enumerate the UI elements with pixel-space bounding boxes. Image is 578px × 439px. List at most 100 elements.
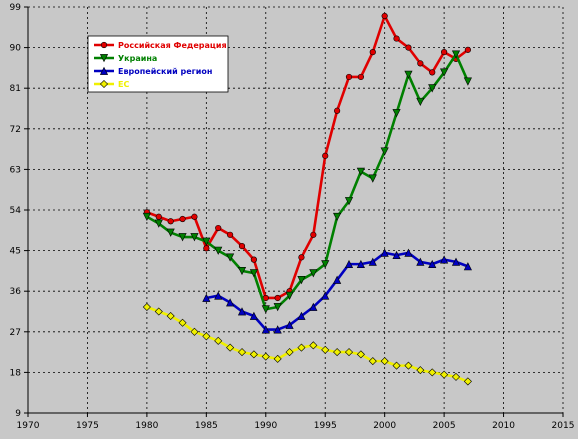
data-point [309, 341, 318, 350]
data-point [285, 320, 294, 329]
data-point [380, 147, 389, 156]
data-point [416, 366, 425, 375]
data-point [464, 46, 471, 53]
data-point [357, 73, 364, 81]
data-point [417, 60, 424, 67]
y-tick-label: 81 [10, 84, 21, 94]
data-point [356, 350, 365, 359]
data-point [309, 269, 318, 278]
axes: 9 18 27 36 45 54 63 72 81 90 99 1970 1975 1980 1985 199… [10, 3, 575, 431]
data-point [214, 336, 223, 345]
data-point [297, 343, 306, 352]
data-point [226, 343, 235, 352]
series-3 [202, 248, 472, 334]
data-point [261, 305, 270, 314]
data-point [344, 197, 354, 206]
data-point [429, 69, 436, 76]
data-point [368, 257, 377, 266]
x-tick-label: 2010 [492, 421, 515, 431]
y-tick-label: 72 [10, 125, 21, 135]
data-point [380, 357, 389, 366]
data-point [333, 275, 342, 284]
data-point [297, 311, 306, 320]
data-point [273, 325, 282, 334]
data-point [297, 276, 306, 285]
data-point [249, 350, 258, 359]
data-point [190, 327, 199, 336]
data-point [440, 255, 449, 264]
data-point [273, 354, 282, 363]
data-point [451, 257, 461, 266]
data-point [321, 345, 330, 354]
y-tick-label: 63 [10, 165, 21, 175]
legend-label: Европейский регион [118, 67, 212, 76]
data-point [392, 109, 401, 118]
data-point [99, 66, 109, 75]
data-point [463, 377, 472, 386]
data-point [190, 233, 199, 242]
data-point [214, 291, 223, 300]
data-point [463, 77, 472, 86]
x-tick-label: 1990 [254, 421, 277, 431]
data-point [451, 372, 461, 381]
data-point [356, 167, 365, 176]
data-point [392, 250, 401, 260]
y-tick-label: 18 [10, 368, 22, 378]
x-tick-label: 1975 [76, 421, 99, 431]
series-4 [142, 302, 472, 386]
data-point [404, 361, 413, 370]
data-point [310, 231, 317, 238]
data-point [368, 357, 377, 366]
data-point [345, 73, 353, 81]
data-point [250, 256, 257, 263]
data-point [368, 174, 377, 183]
legend-entry: Российская Федерация [94, 41, 227, 50]
data-point [191, 213, 198, 220]
data-point [237, 307, 247, 316]
data-point [344, 348, 354, 357]
data-point [166, 311, 175, 321]
data-point [380, 248, 389, 257]
legend-entry: Украина [94, 54, 157, 63]
data-point [178, 318, 187, 327]
x-tick-label: 1985 [195, 421, 218, 431]
data-point [334, 107, 341, 114]
legend-entry: Европейский регион [94, 66, 212, 76]
data-point [215, 224, 222, 232]
y-tick-label: 54 [10, 206, 22, 216]
data-point [178, 233, 187, 242]
data-point [298, 254, 305, 261]
data-point [321, 260, 330, 269]
data-point [285, 291, 294, 300]
data-point [237, 348, 247, 357]
data-point [238, 242, 246, 250]
data-point [249, 269, 258, 278]
y-tick-label: 27 [10, 328, 21, 338]
series-line [146, 305, 469, 383]
legend-label: Российская Федерация [118, 41, 227, 50]
data-point [273, 303, 282, 312]
data-point [237, 266, 247, 276]
data-point [405, 44, 412, 51]
data-point [416, 97, 425, 107]
data-point [155, 213, 162, 220]
data-point [154, 307, 163, 316]
data-point [404, 70, 413, 79]
data-point [202, 332, 211, 341]
series-2 [142, 50, 472, 314]
data-point [261, 325, 270, 334]
data-point [274, 294, 281, 302]
data-point [142, 212, 151, 222]
data-point [356, 259, 365, 269]
x-tick-label: 2015 [552, 421, 575, 431]
data-point [451, 50, 461, 59]
series-1 [143, 12, 471, 302]
data-point [285, 348, 294, 357]
y-tick-label: 90 [10, 44, 22, 54]
data-point [214, 246, 223, 255]
data-point [392, 361, 401, 370]
legend-entry: ЕС [94, 79, 129, 89]
x-tick-label: 1995 [314, 421, 337, 431]
y-tick-label: 99 [10, 3, 22, 13]
